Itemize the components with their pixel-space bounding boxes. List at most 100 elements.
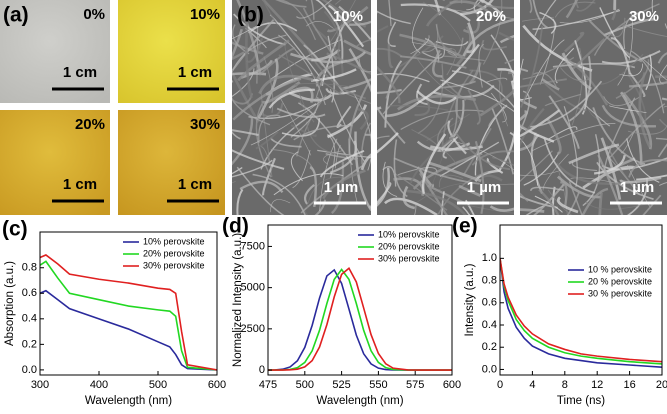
sem-fiber	[377, 132, 399, 154]
sem-fiber	[482, 0, 503, 65]
panel-label: (c)	[2, 218, 28, 241]
sem-fiber	[598, 53, 644, 85]
sem-fiber	[396, 35, 444, 70]
sem-fiber	[463, 127, 492, 175]
sem-fiber	[603, 18, 655, 37]
sem-fiber	[497, 68, 514, 83]
sem-fiber	[563, 106, 578, 187]
sem-fiber	[377, 25, 389, 33]
sem-fiber	[377, 167, 390, 207]
sem-fiber	[233, 13, 286, 46]
sem-fiber	[306, 21, 334, 29]
sem-fiber	[598, 192, 603, 215]
sem-fiber	[377, 88, 402, 95]
sem-fiber	[439, 141, 500, 177]
sem-fiber	[498, 80, 514, 171]
sem-fiber	[275, 0, 307, 8]
sem-fiber	[306, 176, 342, 208]
sem-fiber	[270, 199, 291, 213]
sem-fiber	[239, 180, 284, 194]
sem-fiber	[296, 0, 333, 19]
sem-fiber	[626, 177, 648, 215]
sem-fiber	[435, 40, 469, 47]
sem-fiber	[603, 97, 636, 175]
y-tick-label: 0.4	[482, 319, 497, 331]
sem-fiber	[520, 110, 528, 122]
sem-fiber	[416, 43, 480, 105]
y-tick-label: 0.8	[482, 274, 497, 286]
sem-fiber	[232, 167, 243, 175]
sem-fiber	[627, 73, 647, 123]
sem-fiber	[382, 166, 397, 187]
y-axis-label: Intensity (a.u.)	[464, 263, 476, 336]
legend-label: 10% perovskite	[143, 236, 205, 246]
sem-fiber	[236, 166, 285, 215]
sem-label: 20%	[476, 8, 506, 25]
sem-fiber	[534, 0, 557, 36]
sem-fiber	[440, 79, 514, 112]
sem-fiber	[417, 63, 444, 135]
sem-fiber	[240, 59, 273, 79]
sem-fiber	[593, 3, 660, 56]
sem-fiber	[393, 172, 448, 211]
sem-fiber	[449, 140, 514, 171]
scale-label: 1 cm	[178, 176, 212, 193]
sem-fiber	[414, 203, 417, 215]
sem-fiber	[323, 150, 344, 164]
sem-fiber	[377, 135, 390, 139]
y-tick-label: 0.2	[22, 338, 37, 350]
sem-fiber	[399, 33, 464, 58]
sem-fiber	[658, 118, 667, 128]
sem-fiber	[597, 154, 624, 215]
sem-fiber	[661, 97, 667, 101]
plot-frame	[267, 224, 453, 376]
sem-fiber	[455, 83, 465, 121]
x-tick-label: 550	[369, 379, 387, 391]
sem-fiber	[655, 75, 667, 79]
sem-fiber	[300, 165, 363, 214]
sem-fiber	[615, 59, 650, 100]
sem-fiber	[400, 109, 484, 131]
y-tick-label: 0	[259, 364, 265, 376]
sem-fiber	[575, 0, 596, 12]
sem-fiber	[283, 41, 306, 109]
sem-fiber	[400, 55, 467, 69]
sem-fiber	[525, 205, 544, 215]
scale-label: 1 cm	[178, 64, 212, 81]
sem-fiber	[325, 88, 357, 95]
series-line	[500, 258, 662, 365]
sem-fiber	[393, 139, 408, 198]
sem-fiber	[601, 50, 661, 65]
x-tick-label: 4	[529, 379, 535, 391]
sem-fiber	[657, 143, 667, 158]
sem-fiber	[322, 169, 366, 200]
plot-frame	[499, 224, 663, 376]
sem-fiber	[655, 137, 667, 141]
sem-fiber	[357, 108, 369, 131]
sem-fiber	[409, 136, 455, 184]
x-axis-label: Wavelength (nm)	[316, 395, 403, 407]
photo-label: 10%	[190, 6, 220, 23]
sem-fiber	[232, 149, 285, 170]
sem-fiber	[415, 55, 467, 100]
sem-fiber	[520, 25, 544, 108]
sem-fiber	[583, 103, 610, 127]
sem-fiber	[232, 130, 241, 140]
sem-fiber	[556, 196, 579, 214]
y-tick-label: 0.4	[22, 313, 37, 325]
sem-fiber	[465, 199, 475, 215]
sem-fiber	[601, 104, 657, 128]
sem-fiber	[628, 159, 667, 178]
sem-fiber	[232, 159, 273, 178]
sem-fiber	[232, 116, 254, 166]
sem-fiber	[328, 4, 365, 48]
sem-fiber	[554, 1, 596, 18]
sem-fiber	[343, 39, 371, 56]
sem-fiber	[600, 137, 622, 200]
sem-fiber	[664, 23, 667, 30]
panel-label: (a)	[3, 4, 29, 27]
x-tick-label: 575	[406, 379, 424, 391]
sem-fiber	[479, 88, 514, 117]
sem-fiber	[348, 20, 371, 26]
